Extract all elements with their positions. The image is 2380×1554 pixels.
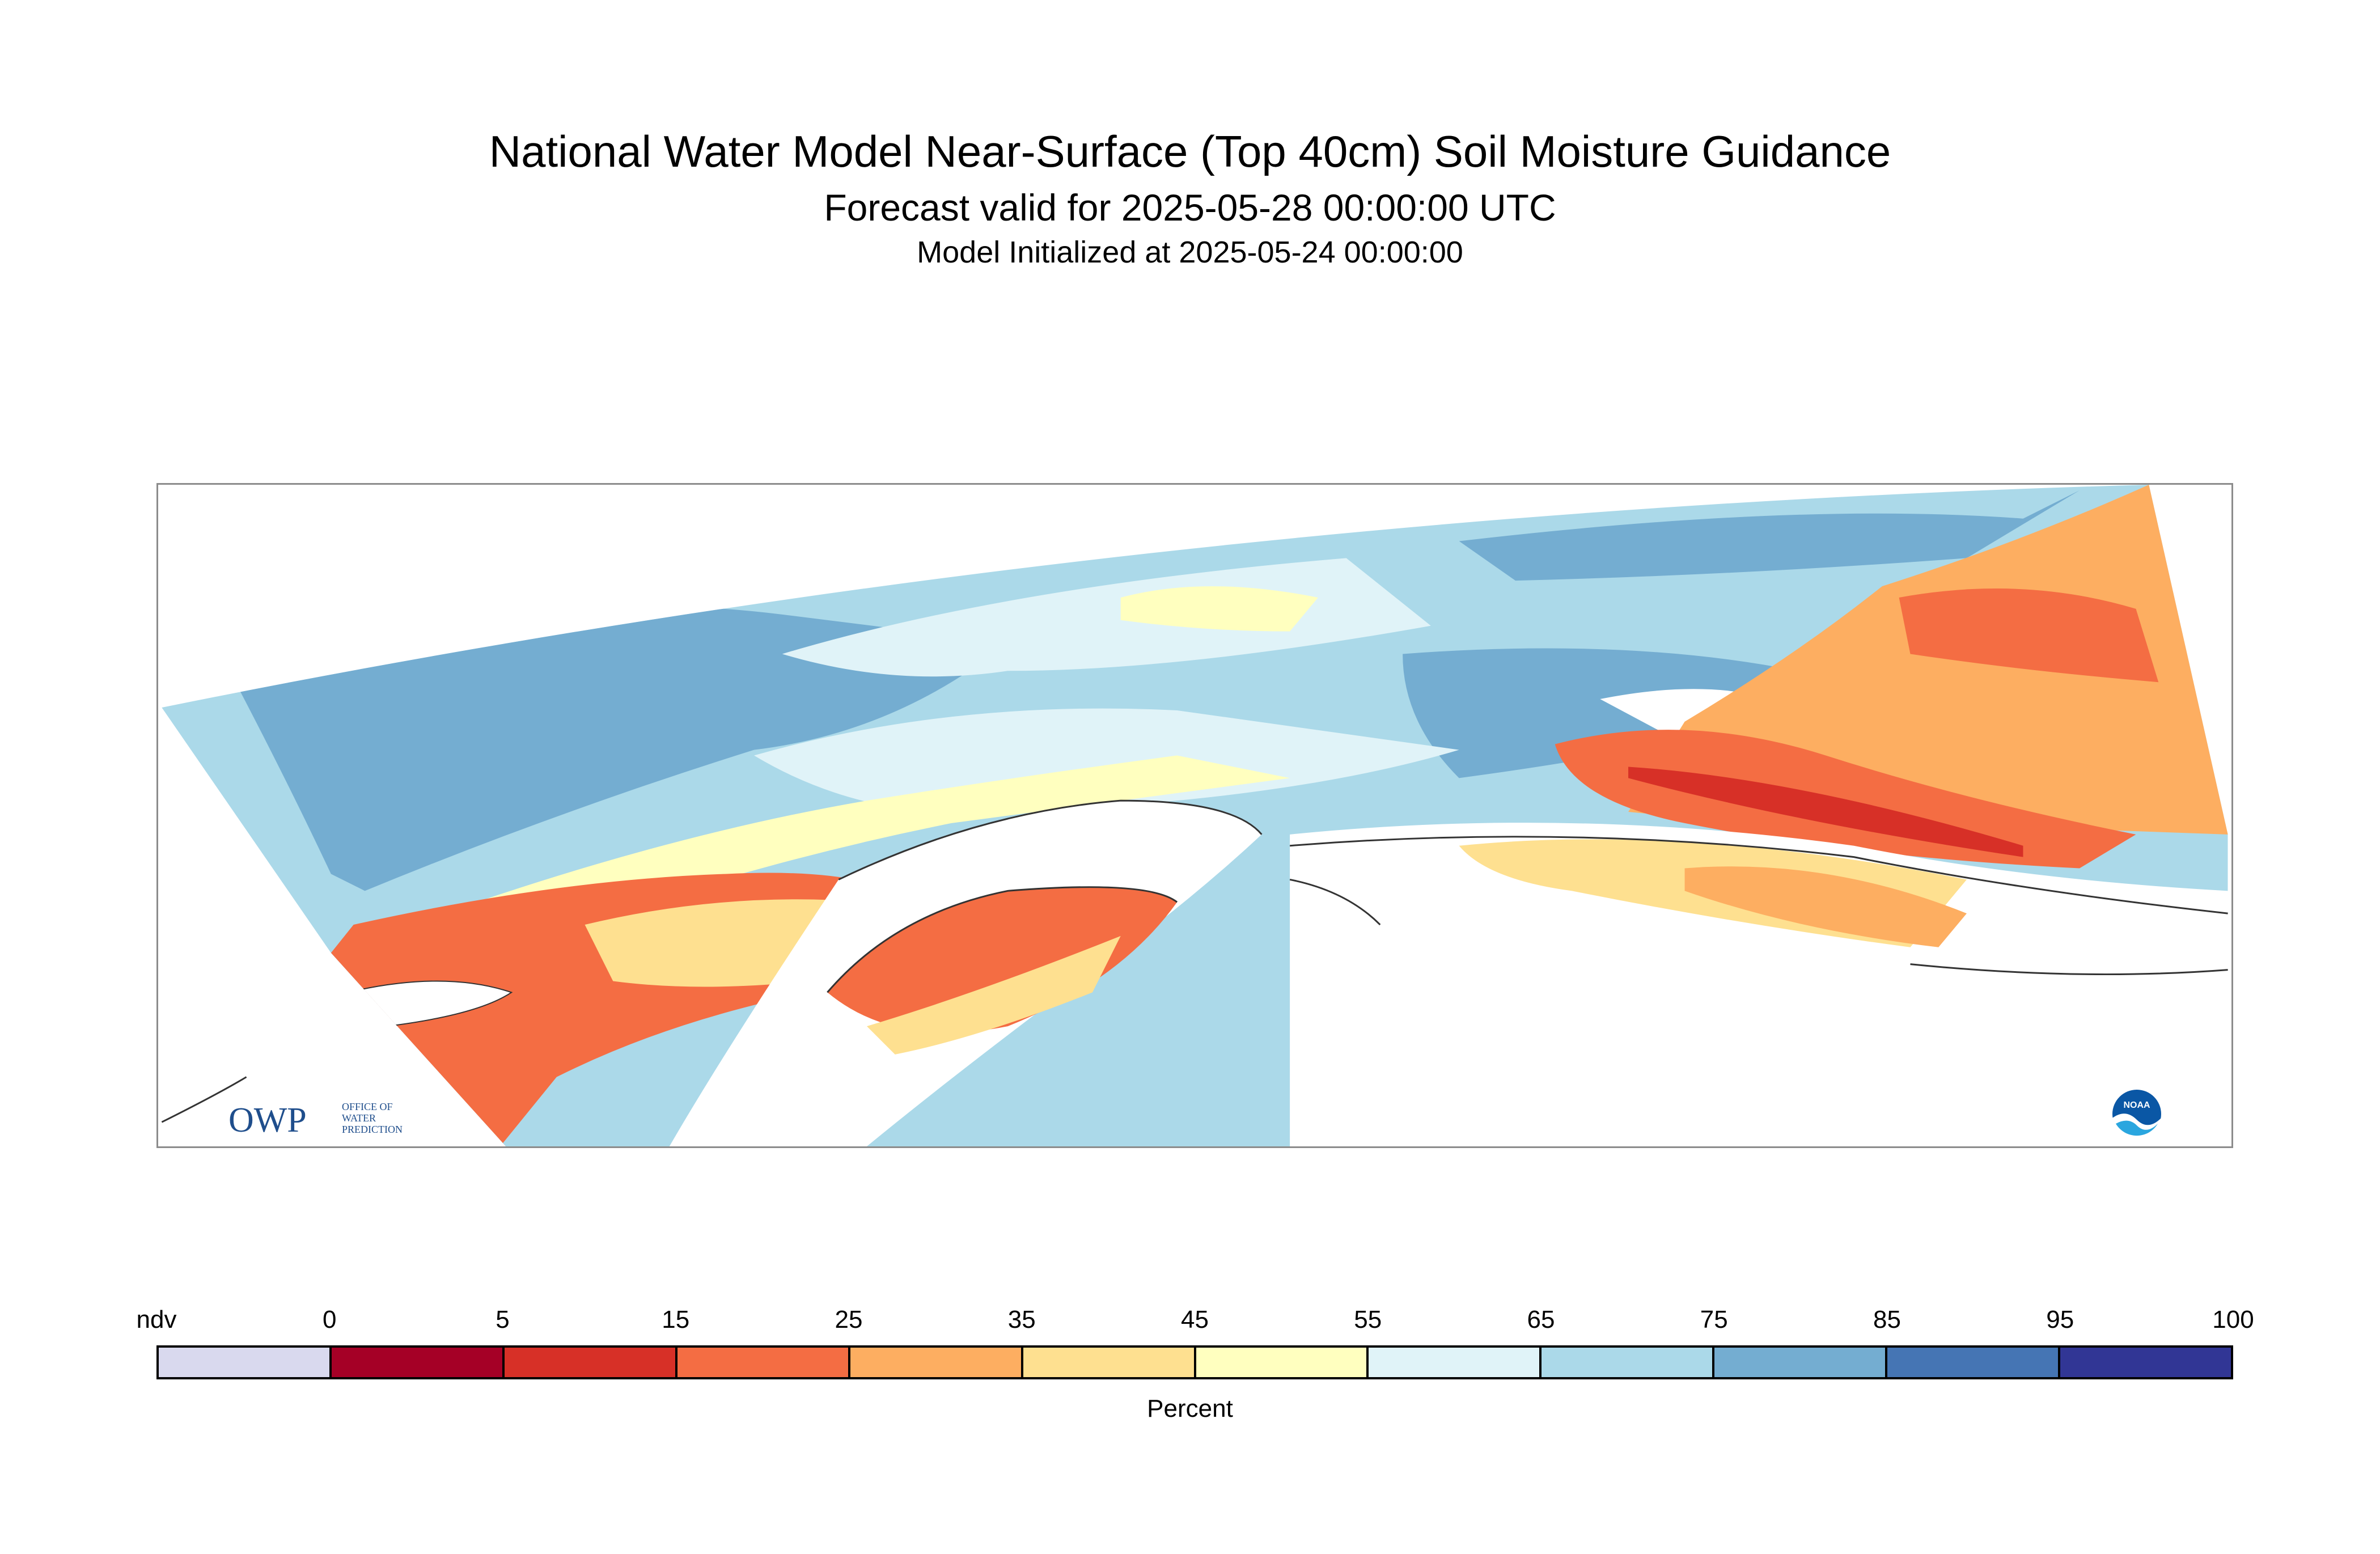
- colorbar-tick-label: 100: [2212, 1306, 2254, 1333]
- map-panel: [156, 483, 2233, 1148]
- colorbar-swatch: [1714, 1348, 1888, 1377]
- colorbar-swatch: [331, 1348, 505, 1377]
- colorbar-tick-label: 75: [1700, 1306, 1728, 1333]
- region-55-65-mid: [753, 708, 1459, 814]
- coast-southwest: [161, 1076, 247, 1123]
- colorbar-tick-label: 45: [1181, 1306, 1209, 1333]
- colorbar-swatch: [1369, 1348, 1542, 1377]
- colorbar-tick-label: 0: [323, 1306, 337, 1333]
- colorbar-swatch: [850, 1348, 1023, 1377]
- colorbar-tick-label: 5: [496, 1306, 510, 1333]
- owp-office-line: WATER: [342, 1112, 376, 1124]
- colorbar-swatch: [2060, 1348, 2231, 1377]
- coast-prince-william: [1289, 878, 1381, 926]
- map-title: National Water Model Near-Surface (Top 4…: [489, 126, 1891, 176]
- model-init-time: Model Initialized at 2025-05-24 00:00:00: [917, 235, 1463, 269]
- region-75-85-north: [1459, 490, 2080, 581]
- region-45-55-north: [1120, 586, 1318, 632]
- region-15-25-east-north: [1899, 588, 2159, 683]
- coast-south-central: [1290, 836, 2228, 914]
- colorbar-tick-label: 65: [1527, 1306, 1555, 1333]
- coast-kenai: [827, 886, 1178, 993]
- colorbar-tick-label: 55: [1354, 1306, 1382, 1333]
- colorbar-swatch: [1542, 1348, 1715, 1377]
- owp-letters: OWP: [228, 1101, 307, 1140]
- coast-southeast: [1910, 963, 2228, 976]
- colorbar-swatch: [1887, 1348, 2061, 1377]
- coast-inlet-north: [838, 799, 1263, 880]
- colorbar-swatch: [1023, 1348, 1196, 1377]
- colorbar-label: Percent: [1147, 1395, 1233, 1422]
- region-75-85-central: [1403, 648, 1798, 778]
- owp-office-line: PREDICTION: [342, 1124, 403, 1135]
- colorbar-tick-label: 15: [662, 1306, 690, 1333]
- colorbar-tick-label: 25: [835, 1306, 863, 1333]
- colorbar-swatch: [159, 1348, 332, 1377]
- forecast-valid-time: Forecast valid for 2025-05-28 00:00:00 U…: [824, 187, 1556, 228]
- region-15-25-alaska-range: [1555, 730, 2136, 869]
- region-25-35-south-coast: [1684, 866, 1967, 947]
- kenai-south-coast: [866, 935, 1121, 1055]
- owp-logo: OWP OFFICE OF WATER PREDICTION: [228, 1101, 403, 1140]
- noaa-letters: NOAA: [2123, 1100, 2150, 1110]
- colorbar-swatch: [677, 1348, 850, 1377]
- soil-moisture-map: [161, 485, 2228, 1146]
- coastlines: [161, 799, 2228, 1123]
- colorbar-tick-label: 95: [2046, 1306, 2074, 1333]
- colorbar-swatch: [504, 1348, 677, 1377]
- colorbar: [156, 1345, 2233, 1379]
- owp-office-line: OFFICE OF: [342, 1101, 393, 1112]
- region-55-65-north: [782, 558, 1431, 677]
- colorbar-tick-label: ndv: [136, 1306, 177, 1333]
- region-75-85-west: [229, 605, 1008, 891]
- region-5-15-ridge: [1628, 767, 2023, 857]
- colorbar-tick-label: 85: [1873, 1306, 1901, 1333]
- gulf-water: [1290, 823, 2228, 1146]
- colorbar-tick-label: 35: [1007, 1306, 1036, 1333]
- colorbar-swatch: [1196, 1348, 1369, 1377]
- soil-moisture-field: [162, 485, 2228, 1146]
- noaa-logo: NOAA: [2112, 1090, 2161, 1140]
